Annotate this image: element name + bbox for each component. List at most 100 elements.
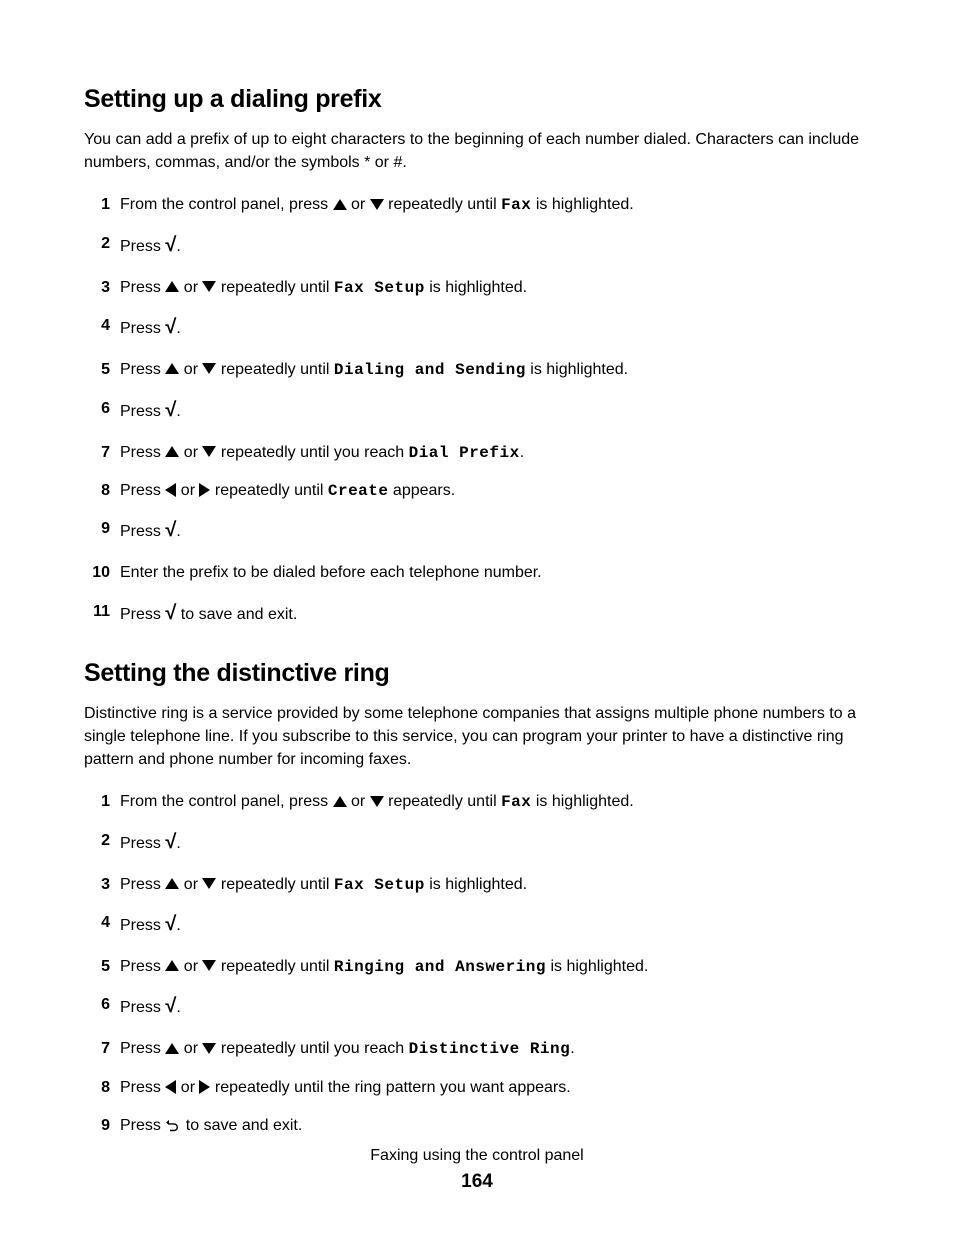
down-arrow-icon <box>202 1043 216 1054</box>
footer-text: Faxing using the control panel <box>0 1147 954 1165</box>
down-arrow-icon <box>202 878 216 889</box>
menu-option: Fax Setup <box>334 876 425 894</box>
check-icon: √ <box>165 516 176 544</box>
step-item: Press or repeatedly until you reach Dial… <box>84 442 874 464</box>
down-arrow-icon <box>202 363 216 374</box>
step-item: Press √. <box>84 315 874 343</box>
step-text: to save and exit. <box>176 606 297 623</box>
step-text: Enter the prefix to be dialed before eac… <box>120 564 542 581</box>
step-text: or <box>179 958 202 975</box>
step-text: or <box>347 793 370 810</box>
step-item: Press or repeatedly until the ring patte… <box>84 1077 874 1099</box>
step-text: or <box>179 444 202 461</box>
step-text: Press <box>120 279 165 296</box>
step-text: or <box>176 482 199 499</box>
step-text: . <box>176 524 180 541</box>
up-arrow-icon <box>165 446 179 457</box>
menu-option: Fax <box>501 793 531 811</box>
step-text: repeatedly until the ring pattern you wa… <box>210 1079 570 1096</box>
step-item: From the control panel, press or repeate… <box>84 791 874 813</box>
step-item: Enter the prefix to be dialed before eac… <box>84 562 874 584</box>
section2-intro: Distinctive ring is a service provided b… <box>84 702 874 772</box>
section1-intro: You can add a prefix of up to eight char… <box>84 128 874 174</box>
step-text: Press <box>120 1000 165 1017</box>
step-text: Press <box>120 238 165 255</box>
step-text: Press <box>120 606 165 623</box>
step-text: appears. <box>388 482 455 499</box>
section2-steps: From the control panel, press or repeate… <box>84 791 874 1137</box>
step-text: Press <box>120 320 165 337</box>
section2-title: Setting the distinctive ring <box>84 659 874 688</box>
step-item: Press or repeatedly until Fax Setup is h… <box>84 277 874 299</box>
step-text: . <box>176 835 180 852</box>
step-item: From the control panel, press or repeate… <box>84 194 874 216</box>
step-item: Press or repeatedly until Fax Setup is h… <box>84 874 874 896</box>
check-icon: √ <box>165 599 176 627</box>
step-text: From the control panel, press <box>120 196 333 213</box>
step-text: Press <box>120 917 165 934</box>
right-arrow-icon <box>199 483 210 497</box>
up-arrow-icon <box>165 281 179 292</box>
footer-page: 164 <box>0 1171 954 1193</box>
check-icon: √ <box>165 910 176 938</box>
check-icon: √ <box>165 828 176 856</box>
step-text: . <box>570 1040 574 1057</box>
up-arrow-icon <box>165 960 179 971</box>
step-item: Press to save and exit. <box>84 1115 874 1137</box>
step-text: repeatedly until <box>216 876 333 893</box>
step-text: repeatedly until <box>210 482 327 499</box>
down-arrow-icon <box>202 446 216 457</box>
step-text: is highlighted. <box>526 361 628 378</box>
down-arrow-icon <box>370 796 384 807</box>
step-text: is highlighted. <box>425 876 527 893</box>
up-arrow-icon <box>333 199 347 210</box>
right-arrow-icon <box>199 1080 210 1094</box>
menu-option: Ringing and Answering <box>334 958 546 976</box>
step-item: Press √. <box>84 912 874 940</box>
step-text: . <box>176 320 180 337</box>
step-text: is highlighted. <box>531 196 633 213</box>
step-item: Press √. <box>84 398 874 426</box>
step-text: is highlighted. <box>531 793 633 810</box>
step-text: repeatedly until <box>216 361 333 378</box>
check-icon: √ <box>165 992 176 1020</box>
step-text: Press <box>120 958 165 975</box>
step-item: Press or repeatedly until Ringing and An… <box>84 956 874 978</box>
section1-title: Setting up a dialing prefix <box>84 85 874 114</box>
up-arrow-icon <box>333 796 347 807</box>
menu-option: Fax Setup <box>334 279 425 297</box>
step-item: Press or repeatedly until Dialing and Se… <box>84 359 874 381</box>
step-text: repeatedly until <box>216 958 333 975</box>
up-arrow-icon <box>165 878 179 889</box>
step-text: is highlighted. <box>546 958 648 975</box>
menu-option: Fax <box>501 196 531 214</box>
menu-option: Distinctive Ring <box>409 1040 571 1058</box>
step-item: Press √. <box>84 830 874 858</box>
step-text: repeatedly until you reach <box>216 1040 408 1057</box>
step-text: . <box>176 1000 180 1017</box>
step-text: or <box>179 1040 202 1057</box>
step-text: Press <box>120 361 165 378</box>
check-icon: √ <box>165 396 176 424</box>
back-icon <box>165 1117 181 1133</box>
step-item: Press √ to save and exit. <box>84 601 874 629</box>
up-arrow-icon <box>165 363 179 374</box>
step-text: . <box>176 238 180 255</box>
menu-option: Dialing and Sending <box>334 361 526 379</box>
step-text: or <box>179 279 202 296</box>
step-text: . <box>176 917 180 934</box>
check-icon: √ <box>165 231 176 259</box>
step-text: or <box>176 1079 199 1096</box>
step-text: From the control panel, press <box>120 793 333 810</box>
section1-steps: From the control panel, press or repeate… <box>84 194 874 628</box>
step-text: or <box>347 196 370 213</box>
up-arrow-icon <box>165 1043 179 1054</box>
step-text: Press <box>120 444 165 461</box>
step-text: is highlighted. <box>425 279 527 296</box>
page-footer: Faxing using the control panel 164 <box>0 1147 954 1193</box>
step-text: repeatedly until <box>216 279 333 296</box>
step-text: Press <box>120 1117 165 1134</box>
step-text: Press <box>120 1079 165 1096</box>
menu-option: Create <box>328 482 389 500</box>
step-text: Press <box>120 1040 165 1057</box>
